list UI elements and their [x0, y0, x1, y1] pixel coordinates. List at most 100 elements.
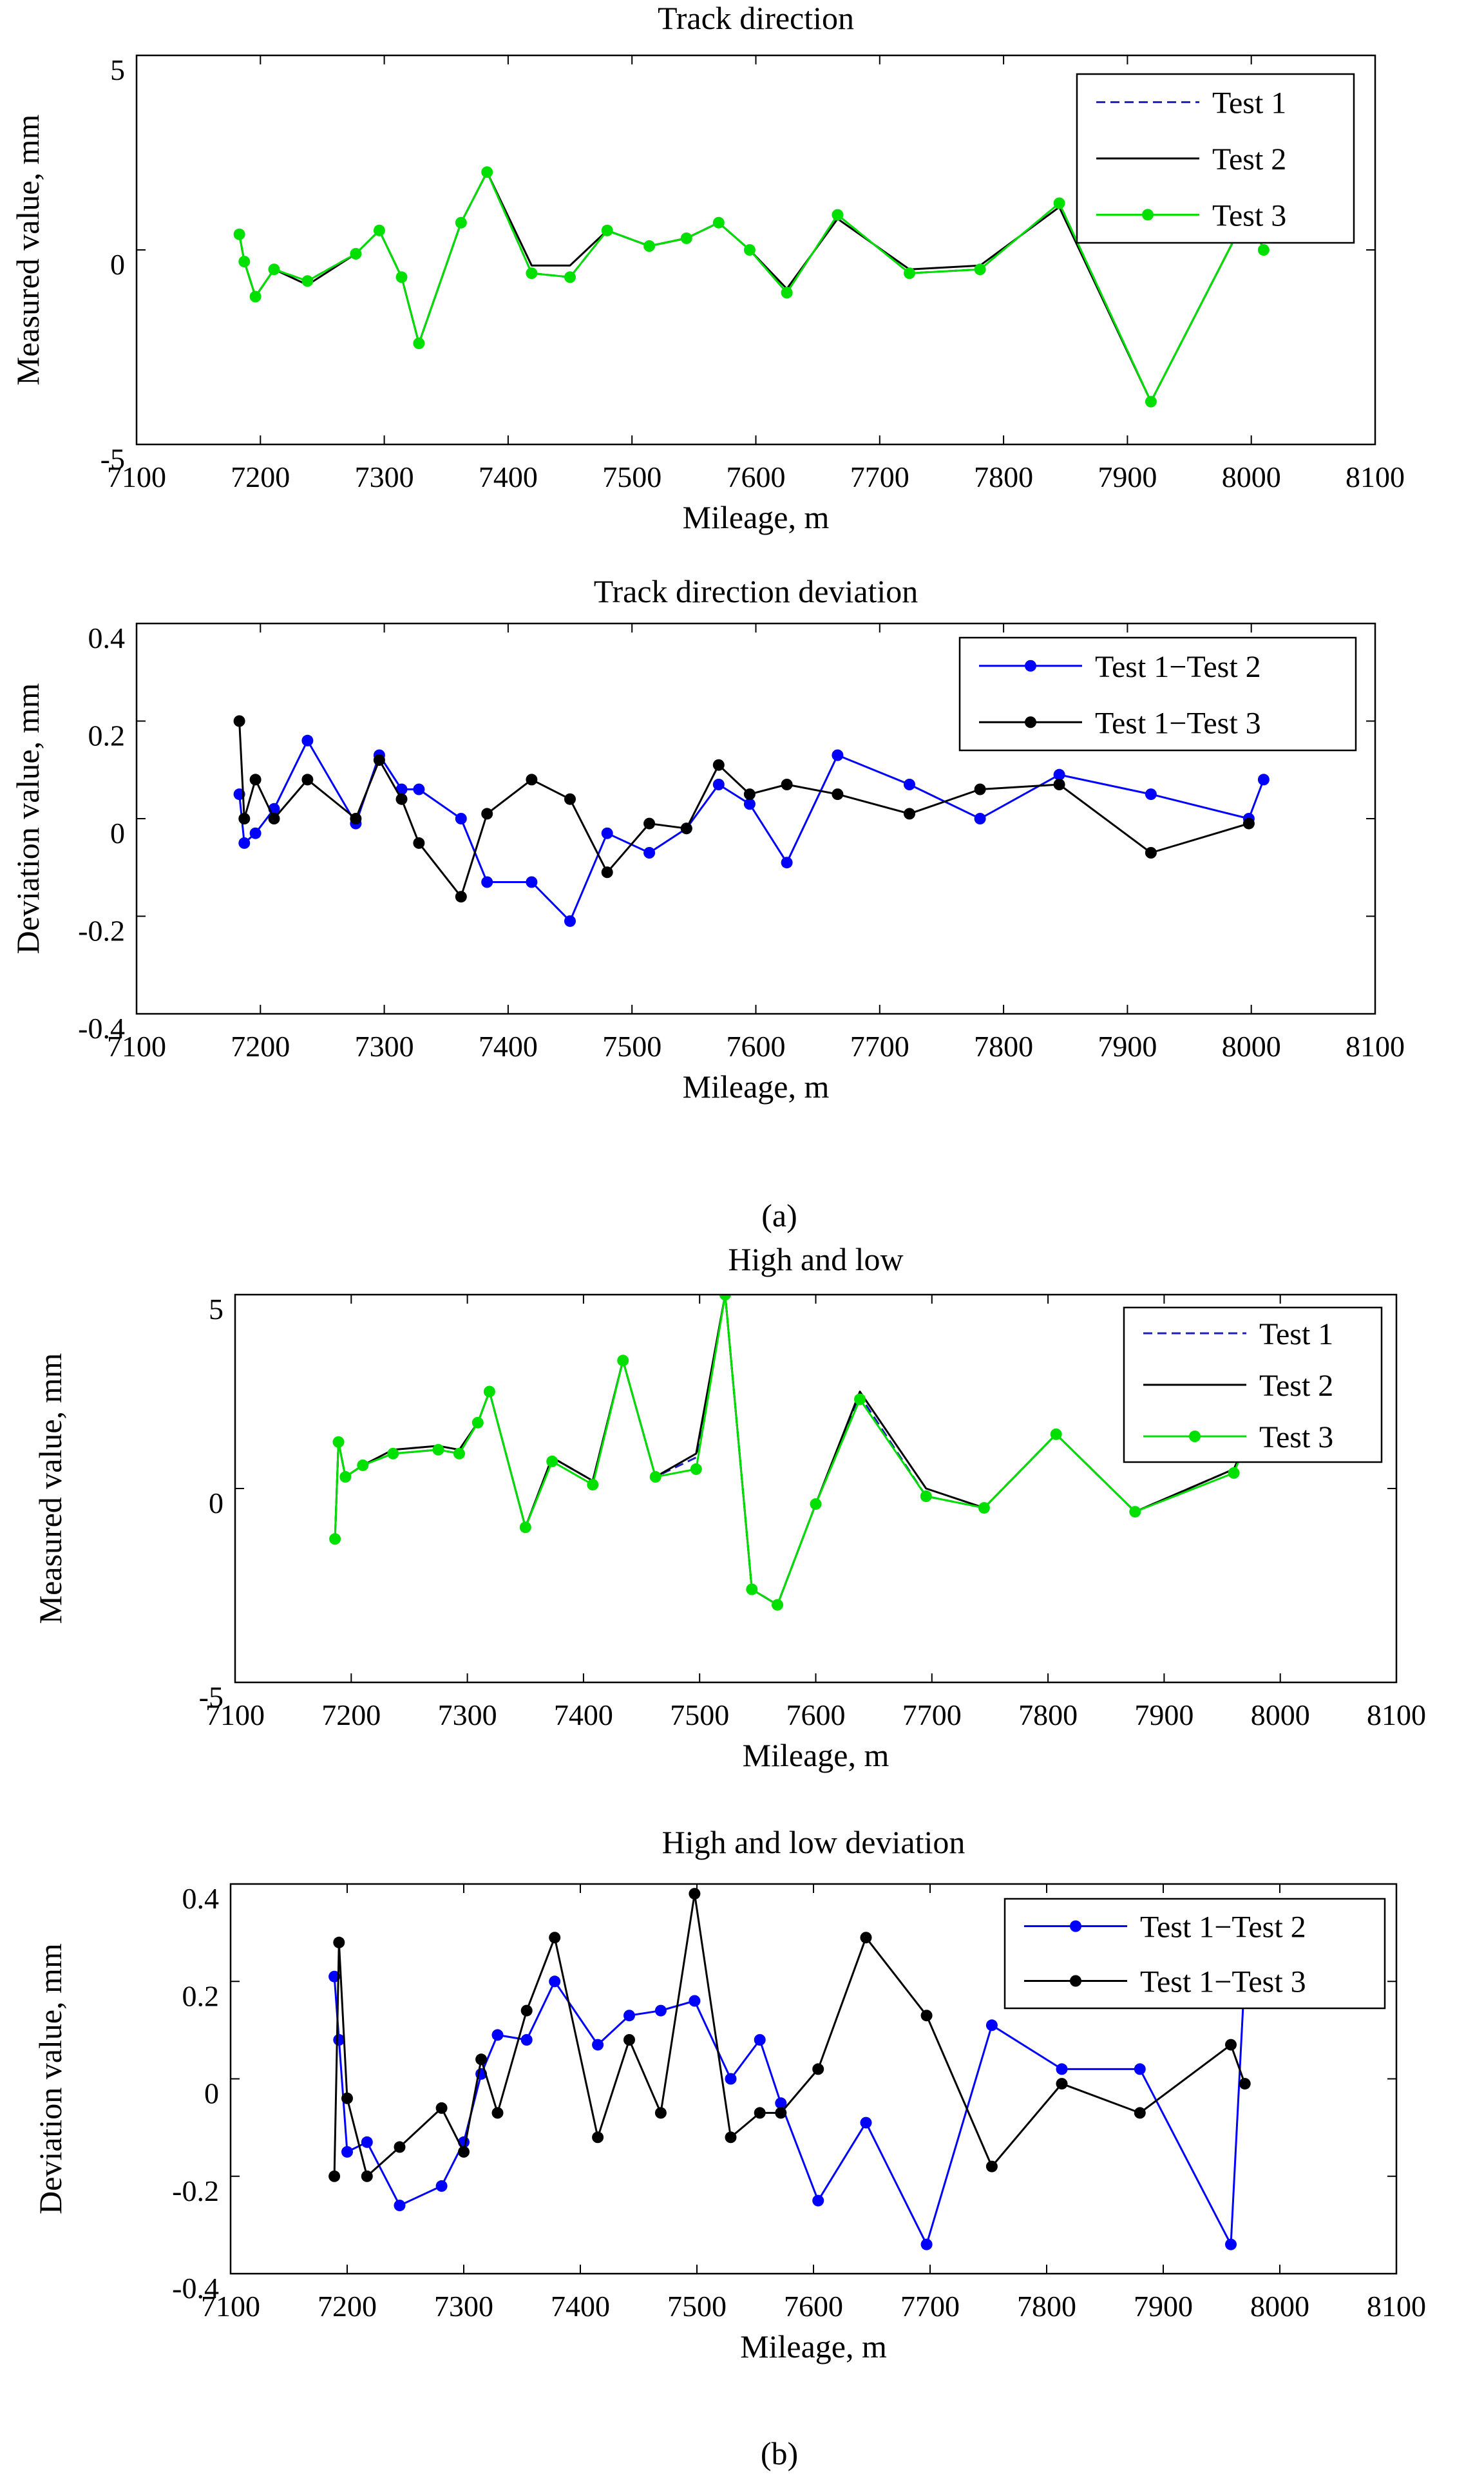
data-point: [712, 759, 725, 771]
x-tick-label: 8100: [1367, 1698, 1426, 1731]
x-tick-label: 8100: [1367, 2290, 1426, 2323]
x-tick-label: 7800: [974, 1030, 1033, 1063]
data-point: [341, 2092, 353, 2104]
x-tick-label: 7800: [1017, 2290, 1076, 2323]
series-group: [233, 166, 1270, 408]
x-tick-label: 7500: [602, 461, 661, 493]
data-point: [546, 1455, 558, 1467]
data-point: [754, 2107, 766, 2119]
data-point: [350, 248, 362, 260]
data-point: [520, 2004, 533, 2017]
data-point: [1257, 244, 1270, 256]
data-point: [832, 209, 844, 221]
data-point: [564, 793, 576, 805]
data-point: [526, 267, 538, 280]
chart-title: Track direction deviation: [594, 573, 918, 609]
data-point: [904, 779, 915, 790]
x-tick-label: 7600: [786, 1698, 846, 1731]
series-line-1: [334, 1295, 1252, 1606]
data-point: [435, 2180, 448, 2192]
x-tick-label: 7400: [479, 1030, 538, 1063]
series-line-1: [333, 1972, 1246, 2246]
data-point: [357, 1459, 369, 1471]
data-point: [387, 1447, 399, 1460]
legend-label: Test 1−Test 2: [1140, 1910, 1306, 1945]
y-tick-label: -0.4: [172, 2272, 219, 2305]
y-tick-label: -5: [199, 1680, 224, 1713]
data-point: [746, 1583, 758, 1595]
data-point: [301, 734, 314, 747]
data-point: [1056, 2063, 1068, 2075]
x-tick-label: 7300: [434, 2290, 493, 2323]
data-point: [1242, 817, 1255, 830]
data-point: [860, 1932, 872, 1944]
data-point: [549, 1975, 561, 1988]
x-tick-label: 8000: [1222, 1030, 1281, 1063]
data-point: [743, 788, 756, 801]
x-tick-label: 7300: [355, 461, 414, 493]
data-point: [238, 256, 251, 268]
y-tick-label: 0.2: [182, 1979, 220, 2012]
caption-a: (a): [761, 1197, 797, 1233]
data-point: [339, 1470, 352, 1483]
x-tick-label: 7200: [318, 2290, 377, 2323]
data-point: [623, 2010, 635, 2022]
x-tick-label: 8100: [1346, 461, 1405, 493]
legend-marker: [1189, 1431, 1201, 1442]
legend-label: Test 2: [1259, 1369, 1333, 1403]
legend: Test 1−Test 2 Test 1−Test 3: [1004, 1898, 1386, 2010]
x-axis-label: Mileage, m: [683, 499, 830, 535]
data-point: [373, 754, 385, 766]
x-tick-label: 7700: [900, 2290, 960, 2323]
data-point: [481, 808, 493, 820]
legend-marker: [1025, 660, 1036, 672]
chart-title: High and low: [728, 1241, 903, 1277]
data-point: [520, 2034, 533, 2046]
x-tick-label: 7900: [1098, 461, 1157, 493]
data-point: [643, 240, 656, 252]
data-point: [810, 1498, 822, 1510]
x-tick-label: 7700: [850, 461, 909, 493]
data-point: [1050, 1428, 1062, 1440]
x-axis-label: Mileage, m: [683, 1069, 830, 1105]
high-and-low-chart: High and low 7100 7200 7300 7400 7500 7600 7700…: [32, 1241, 1426, 1773]
legend-label: Test 2: [1212, 142, 1286, 176]
data-point: [332, 1436, 345, 1448]
data-point: [233, 228, 245, 240]
data-point: [526, 876, 538, 888]
data-point: [564, 271, 576, 283]
x-tick-label: 7200: [231, 1030, 290, 1063]
data-point: [643, 847, 656, 859]
data-point: [1129, 1506, 1141, 1518]
y-tick-label: 0: [110, 248, 125, 281]
data-point: [328, 2170, 341, 2182]
data-point: [455, 813, 467, 824]
data-point: [719, 1295, 731, 1300]
y-tick-label: -0.2: [78, 915, 125, 947]
data-point: [712, 216, 725, 229]
data-point: [458, 2145, 470, 2158]
data-point: [680, 232, 692, 244]
data-point: [654, 2004, 667, 2017]
data-point: [860, 2117, 872, 2129]
legend: Test 1 Test 2 Test 3: [1076, 73, 1355, 244]
legend-box: [1004, 1898, 1386, 2010]
data-point: [649, 1470, 661, 1483]
data-point: [301, 774, 314, 786]
legend-label: Test 1−Test 3: [1140, 1965, 1306, 1999]
data-point: [361, 2170, 373, 2182]
data-point: [781, 287, 793, 299]
data-point: [974, 263, 986, 276]
series-line-1: [238, 739, 1265, 922]
chart-title: Track direction: [658, 0, 854, 36]
x-tick-label: 7500: [602, 1030, 661, 1063]
data-point: [1134, 2063, 1146, 2075]
track-direction-chart: Track direction 7100 7200 7300 7400 7500 7600 7…: [10, 0, 1405, 535]
data-point: [654, 2107, 667, 2119]
y-tick-label: 5: [209, 1293, 224, 1326]
data-point: [1228, 1467, 1240, 1479]
y-axis-label: Deviation value, mm: [10, 683, 46, 955]
legend-label: Test 1: [1212, 86, 1286, 120]
data-point: [689, 1888, 701, 1900]
legend: Test 1 Test 2 Test 3: [1123, 1306, 1383, 1463]
